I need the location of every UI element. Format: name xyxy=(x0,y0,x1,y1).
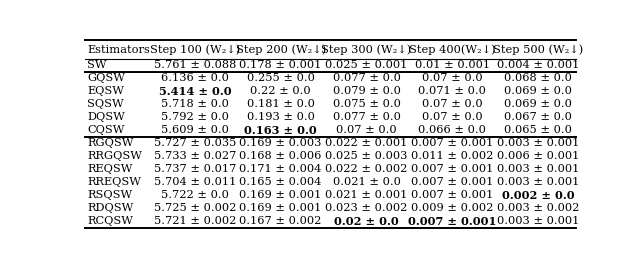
Text: 0.07 ± 0.0: 0.07 ± 0.0 xyxy=(336,125,397,136)
Text: 5.727 ± 0.035: 5.727 ± 0.035 xyxy=(154,139,236,148)
Text: 0.168 ± 0.006: 0.168 ± 0.006 xyxy=(239,151,322,162)
Text: Estimators: Estimators xyxy=(87,45,150,55)
Text: 0.167 ± 0.002: 0.167 ± 0.002 xyxy=(239,217,322,226)
Text: RRGQSW: RRGQSW xyxy=(87,151,142,162)
Text: 5.733 ± 0.027: 5.733 ± 0.027 xyxy=(154,151,236,162)
Text: 0.163 ± 0.0: 0.163 ± 0.0 xyxy=(244,125,317,136)
Text: RCQSW: RCQSW xyxy=(87,217,133,226)
Text: Step 300 (W₂↓): Step 300 (W₂↓) xyxy=(321,44,412,55)
Text: 0.169 ± 0.001: 0.169 ± 0.001 xyxy=(239,203,322,214)
Text: 5.737 ± 0.017: 5.737 ± 0.017 xyxy=(154,165,236,174)
Text: 0.007 ± 0.001: 0.007 ± 0.001 xyxy=(411,177,493,188)
Text: Step 100 (W₂↓): Step 100 (W₂↓) xyxy=(150,44,240,55)
Text: RDQSW: RDQSW xyxy=(87,203,133,214)
Text: 0.077 ± 0.0: 0.077 ± 0.0 xyxy=(333,73,401,84)
Text: GQSW: GQSW xyxy=(87,73,125,84)
Text: EQSW: EQSW xyxy=(87,87,124,96)
Text: RSQSW: RSQSW xyxy=(87,191,132,200)
Text: RREQSW: RREQSW xyxy=(87,177,141,188)
Text: CQSW: CQSW xyxy=(87,125,124,136)
Text: 0.004 ± 0.001: 0.004 ± 0.001 xyxy=(497,61,579,70)
Text: 0.181 ± 0.0: 0.181 ± 0.0 xyxy=(246,99,315,110)
Text: REQSW: REQSW xyxy=(87,165,132,174)
Text: 0.02 ± 0.0: 0.02 ± 0.0 xyxy=(334,216,399,227)
Text: 5.718 ± 0.0: 5.718 ± 0.0 xyxy=(161,99,228,110)
Text: 0.003 ± 0.001: 0.003 ± 0.001 xyxy=(497,139,579,148)
Text: 0.071 ± 0.0: 0.071 ± 0.0 xyxy=(419,87,486,96)
Text: 5.414 ± 0.0: 5.414 ± 0.0 xyxy=(159,86,231,97)
Text: Step 200 (W₂↓): Step 200 (W₂↓) xyxy=(236,44,326,55)
Text: SQSW: SQSW xyxy=(87,99,124,110)
Text: 0.006 ± 0.001: 0.006 ± 0.001 xyxy=(497,151,579,162)
Text: 5.609 ± 0.0: 5.609 ± 0.0 xyxy=(161,125,228,136)
Text: 0.007 ± 0.001: 0.007 ± 0.001 xyxy=(411,191,493,200)
Text: 0.22 ± 0.0: 0.22 ± 0.0 xyxy=(250,87,311,96)
Text: 0.007 ± 0.001: 0.007 ± 0.001 xyxy=(408,216,497,227)
Text: 0.07 ± 0.0: 0.07 ± 0.0 xyxy=(422,113,483,122)
Text: 0.178 ± 0.001: 0.178 ± 0.001 xyxy=(239,61,322,70)
Text: 0.171 ± 0.004: 0.171 ± 0.004 xyxy=(239,165,322,174)
Text: 5.792 ± 0.0: 5.792 ± 0.0 xyxy=(161,113,228,122)
Text: 0.003 ± 0.002: 0.003 ± 0.002 xyxy=(497,203,579,214)
Text: 0.069 ± 0.0: 0.069 ± 0.0 xyxy=(504,87,572,96)
Text: 0.066 ± 0.0: 0.066 ± 0.0 xyxy=(419,125,486,136)
Text: 0.077 ± 0.0: 0.077 ± 0.0 xyxy=(333,113,401,122)
Text: 0.007 ± 0.001: 0.007 ± 0.001 xyxy=(411,139,493,148)
Text: DQSW: DQSW xyxy=(87,113,125,122)
Text: 0.065 ± 0.0: 0.065 ± 0.0 xyxy=(504,125,572,136)
Text: 0.002 ± 0.0: 0.002 ± 0.0 xyxy=(502,190,574,201)
Text: 0.025 ± 0.003: 0.025 ± 0.003 xyxy=(325,151,408,162)
Text: SW: SW xyxy=(87,61,107,70)
Text: 0.193 ± 0.0: 0.193 ± 0.0 xyxy=(246,113,315,122)
Text: RGQSW: RGQSW xyxy=(87,139,134,148)
Text: 0.07 ± 0.0: 0.07 ± 0.0 xyxy=(422,99,483,110)
Text: 5.704 ± 0.011: 5.704 ± 0.011 xyxy=(154,177,236,188)
Text: 5.722 ± 0.0: 5.722 ± 0.0 xyxy=(161,191,228,200)
Text: 0.021 ± 0.001: 0.021 ± 0.001 xyxy=(325,191,408,200)
Text: 0.255 ± 0.0: 0.255 ± 0.0 xyxy=(246,73,315,84)
Text: 0.025 ± 0.001: 0.025 ± 0.001 xyxy=(325,61,408,70)
Text: 0.079 ± 0.0: 0.079 ± 0.0 xyxy=(333,87,401,96)
Text: 0.169 ± 0.001: 0.169 ± 0.001 xyxy=(239,191,322,200)
Text: 0.003 ± 0.001: 0.003 ± 0.001 xyxy=(497,217,579,226)
Text: 0.068 ± 0.0: 0.068 ± 0.0 xyxy=(504,73,572,84)
Text: 6.136 ± 0.0: 6.136 ± 0.0 xyxy=(161,73,228,84)
Text: 0.022 ± 0.002: 0.022 ± 0.002 xyxy=(325,165,408,174)
Text: 0.009 ± 0.002: 0.009 ± 0.002 xyxy=(411,203,493,214)
Text: 5.721 ± 0.002: 5.721 ± 0.002 xyxy=(154,217,236,226)
Text: 0.01 ± 0.001: 0.01 ± 0.001 xyxy=(415,61,490,70)
Text: 0.165 ± 0.004: 0.165 ± 0.004 xyxy=(239,177,322,188)
Text: 0.069 ± 0.0: 0.069 ± 0.0 xyxy=(504,99,572,110)
Text: 0.003 ± 0.001: 0.003 ± 0.001 xyxy=(497,177,579,188)
Text: 0.075 ± 0.0: 0.075 ± 0.0 xyxy=(333,99,401,110)
Text: 0.003 ± 0.001: 0.003 ± 0.001 xyxy=(497,165,579,174)
Text: Step 400(W₂↓): Step 400(W₂↓) xyxy=(409,44,495,55)
Text: 0.011 ± 0.002: 0.011 ± 0.002 xyxy=(411,151,493,162)
Text: 0.023 ± 0.002: 0.023 ± 0.002 xyxy=(325,203,408,214)
Text: 0.07 ± 0.0: 0.07 ± 0.0 xyxy=(422,73,483,84)
Text: 0.169 ± 0.003: 0.169 ± 0.003 xyxy=(239,139,322,148)
Text: 5.725 ± 0.002: 5.725 ± 0.002 xyxy=(154,203,236,214)
Text: 0.067 ± 0.0: 0.067 ± 0.0 xyxy=(504,113,572,122)
Text: 0.007 ± 0.001: 0.007 ± 0.001 xyxy=(411,165,493,174)
Text: Step 500 (W₂↓): Step 500 (W₂↓) xyxy=(493,44,583,55)
Text: 0.021 ± 0.0: 0.021 ± 0.0 xyxy=(333,177,401,188)
Text: 5.761 ± 0.088: 5.761 ± 0.088 xyxy=(154,61,236,70)
Text: 0.022 ± 0.001: 0.022 ± 0.001 xyxy=(325,139,408,148)
